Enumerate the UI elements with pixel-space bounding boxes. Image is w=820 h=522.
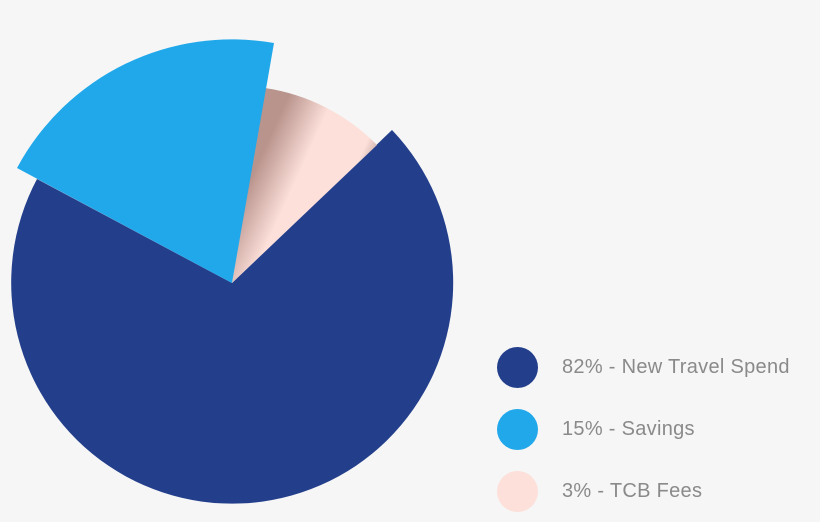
legend-label: 3% - TCB Fees xyxy=(562,479,703,502)
slice-savings xyxy=(17,39,274,283)
legend-swatch-navy-icon xyxy=(497,346,538,388)
legend-label: 82% - New Travel Spend xyxy=(562,355,790,378)
legend-label: 15% - Savings xyxy=(562,417,695,440)
legend-swatch-pink-icon xyxy=(497,470,538,512)
legend-item-new-travel-spend: 82% - New Travel Spend xyxy=(497,336,790,398)
legend-item-tcb-fees: 3% - TCB Fees xyxy=(497,460,790,522)
legend: 82% - New Travel Spend 15% - Savings 3% … xyxy=(497,336,790,522)
legend-item-savings: 15% - Savings xyxy=(497,398,790,460)
slice-new-travel-spend xyxy=(11,130,454,504)
slice-tcb-fees xyxy=(232,88,377,283)
legend-swatch-blue-icon xyxy=(497,408,538,450)
